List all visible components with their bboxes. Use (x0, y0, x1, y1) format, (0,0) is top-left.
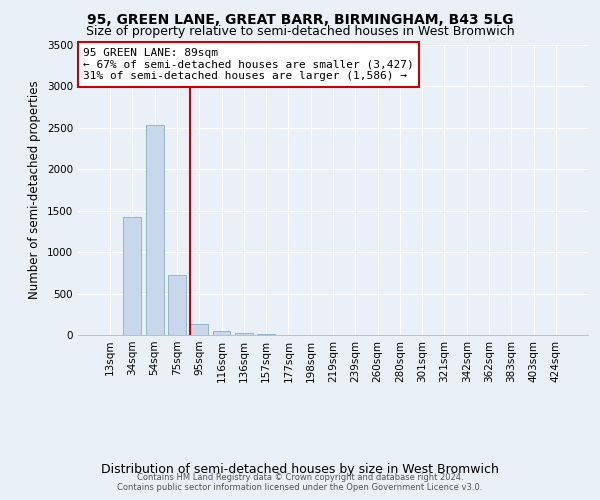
Text: Contains HM Land Registry data © Crown copyright and database right 2024.
Contai: Contains HM Land Registry data © Crown c… (118, 473, 482, 492)
Bar (124, 216, 142, 335)
Text: Size of property relative to semi-detached houses in West Bromwich: Size of property relative to semi-detach… (86, 25, 514, 38)
Y-axis label: Number of semi-detached properties: Number of semi-detached properties (28, 80, 41, 300)
Bar (168, 274, 186, 335)
Text: Distribution of semi-detached houses by size in West Bromwich: Distribution of semi-detached houses by … (101, 462, 499, 475)
Bar (146, 124, 164, 335)
Bar (212, 331, 230, 335)
Bar (190, 324, 208, 335)
Text: 95, GREEN LANE, GREAT BARR, BIRMINGHAM, B43 5LG: 95, GREEN LANE, GREAT BARR, BIRMINGHAM, … (87, 12, 513, 26)
Text: 95 GREEN LANE: 89sqm
← 67% of semi-detached houses are smaller (3,427)
31% of se: 95 GREEN LANE: 89sqm ← 67% of semi-detac… (83, 48, 414, 81)
Bar (257, 334, 275, 335)
Bar (235, 334, 253, 335)
